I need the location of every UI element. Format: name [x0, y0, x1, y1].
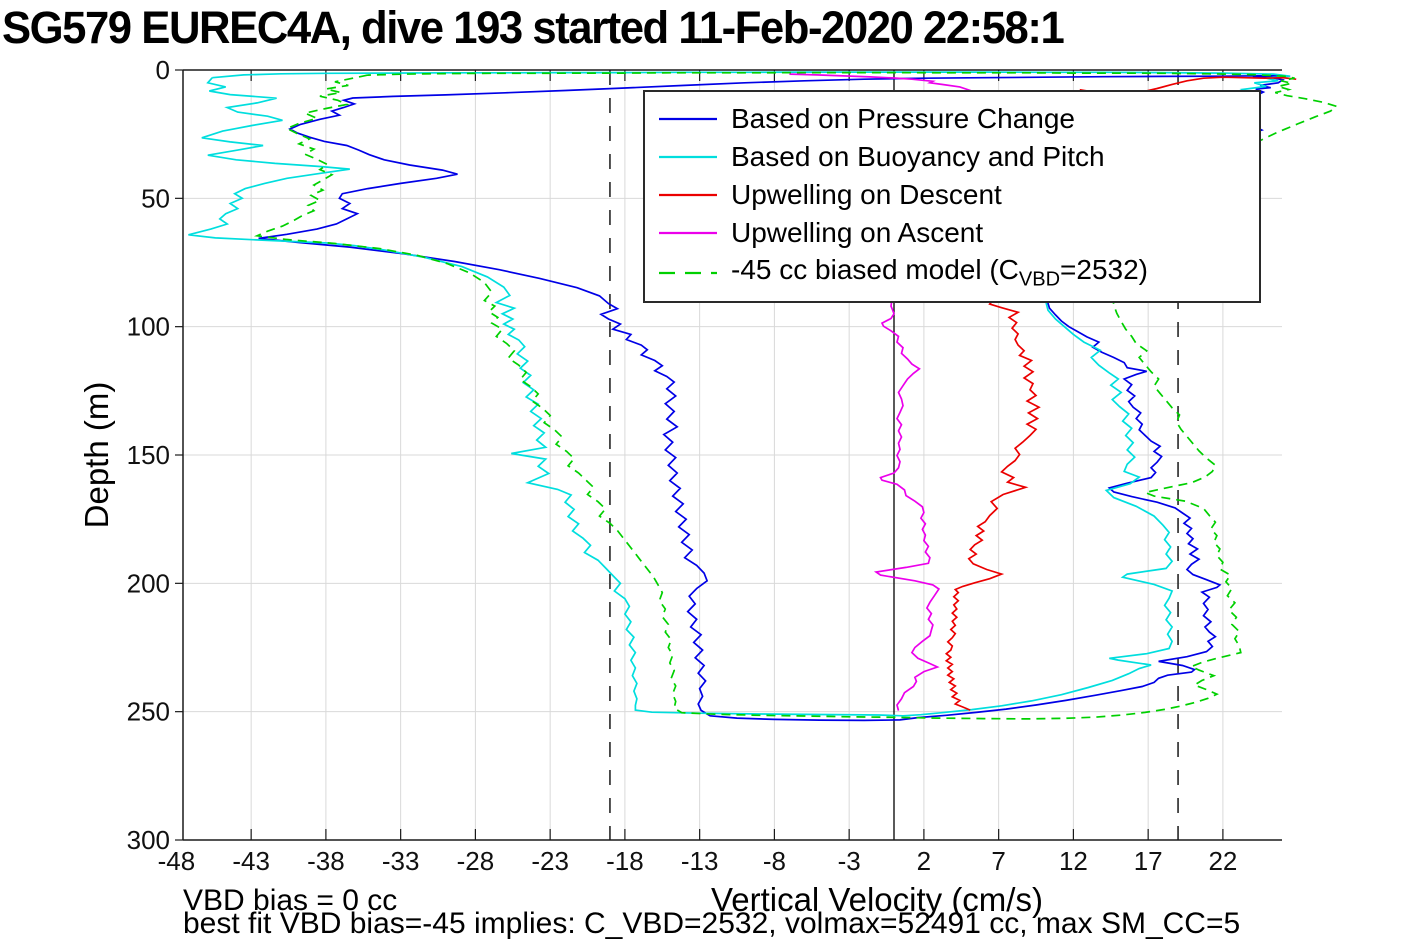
- x-axis-label: Vertical Velocity (cm/s): [711, 881, 1043, 918]
- y-tick-label: 300: [127, 825, 170, 855]
- x-tick-label: 7: [991, 846, 1005, 876]
- legend-entry-pressure: Based on Pressure Change: [645, 102, 1259, 136]
- y-tick-label: 150: [127, 440, 170, 470]
- x-tick-label: 17: [1134, 846, 1163, 876]
- y-tick-label: 200: [127, 568, 170, 598]
- vbd-bias-annotation: VBD bias = 0 cc: [183, 884, 398, 917]
- legend-label: -45 cc biased model (CVBD=2532): [731, 254, 1148, 291]
- x-tick-label: -18: [606, 846, 644, 876]
- legend-label: Based on Pressure Change: [731, 103, 1075, 134]
- legend-label: Based on Buoyancy and Pitch: [731, 141, 1105, 172]
- y-tick-label: 250: [127, 697, 170, 727]
- x-tick-label: 22: [1208, 846, 1237, 876]
- x-tick-label: -48: [158, 846, 196, 876]
- y-tick-label: 50: [141, 183, 170, 213]
- legend-entry-upwell_descent: Upwelling on Descent: [645, 178, 1259, 212]
- x-tick-label: -3: [838, 846, 861, 876]
- x-tick-label: -23: [531, 846, 569, 876]
- legend-label: Upwelling on Ascent: [731, 217, 984, 248]
- x-tick-label: -43: [232, 846, 270, 876]
- legend-line-sample: [659, 231, 717, 235]
- x-tick-label: -8: [763, 846, 786, 876]
- page-title: SG579 EUREC4A, dive 193 started 11-Feb-2…: [2, 2, 1065, 53]
- x-tick-label: -33: [382, 846, 420, 876]
- y-tick-label: 0: [156, 55, 170, 85]
- x-tick-label: -38: [307, 846, 345, 876]
- x-tick-label: -13: [681, 846, 719, 876]
- legend-line-sample: [659, 271, 717, 275]
- x-tick-label: -28: [457, 846, 495, 876]
- legend-label: Upwelling on Descent: [731, 179, 1002, 210]
- legend-entry-upwell_ascent: Upwelling on Ascent: [645, 216, 1259, 250]
- y-tick-label: 100: [127, 312, 170, 342]
- series-biased_model: [253, 71, 1339, 720]
- x-tick-label: 2: [917, 846, 931, 876]
- best-fit-annotation: best fit VBD bias=-45 implies: C_VBD=253…: [183, 907, 1241, 940]
- legend-line-sample: [659, 193, 717, 197]
- series-pressure: [258, 74, 1285, 722]
- legend-line-sample: [659, 117, 717, 121]
- x-tick-label: 12: [1059, 846, 1088, 876]
- legend-box: Based on Pressure Change Based on Buoyanc…: [643, 90, 1261, 303]
- legend-entry-buoyancy: Based on Buoyancy and Pitch: [645, 140, 1259, 174]
- legend-entry-biased_model: -45 cc biased model (CVBD=2532): [645, 254, 1259, 291]
- legend-line-sample: [659, 155, 717, 159]
